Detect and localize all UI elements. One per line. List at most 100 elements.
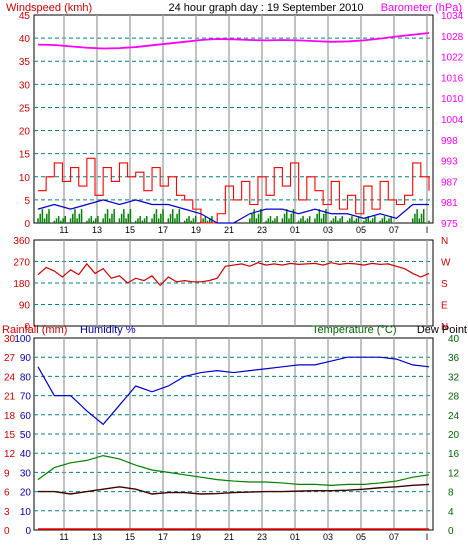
- temp-y-tick: 36: [448, 353, 460, 364]
- wind-y-tick: 35: [19, 57, 31, 68]
- x-tick-label: 17: [158, 532, 168, 542]
- dir-y-tick: 90: [19, 301, 31, 312]
- humidity-y-tick: 60: [20, 411, 32, 422]
- x-tick-label: 07: [389, 225, 399, 235]
- baro-y-tick: 1004: [441, 115, 464, 126]
- baro-y-tick: 1016: [441, 73, 464, 84]
- x-tick-label: 13: [92, 532, 102, 542]
- x-tick-label: 13: [92, 225, 102, 235]
- rain-y-tick: 3: [4, 507, 10, 518]
- dir-compass-label: W: [441, 258, 451, 269]
- humidity-y-tick: 50: [20, 430, 32, 441]
- x-tick-label: I: [426, 532, 429, 542]
- temp-y-tick: 0: [448, 526, 454, 537]
- dir-compass-label: E: [441, 301, 448, 312]
- temp-y-tick: 12: [448, 468, 460, 479]
- rain-y-tick: 27: [4, 353, 16, 364]
- temperature-line: [37, 454, 430, 486]
- temp-y-tick: 24: [448, 411, 460, 422]
- average-wind-line: [37, 199, 429, 224]
- x-tick-label: 03: [323, 532, 333, 542]
- wind-y-tick: 30: [19, 80, 31, 91]
- wind-y-tick: 10: [19, 173, 31, 184]
- wind-y-tick: 5: [24, 196, 30, 207]
- graph-title: 24 hour graph day : 19 September 2010: [168, 2, 363, 14]
- humidity-y-tick: 90: [20, 353, 32, 364]
- gust-line: [38, 157, 430, 224]
- humidity-y-tick: 20: [20, 488, 32, 499]
- x-tick-label: 05: [356, 225, 366, 235]
- temp-y-tick: 20: [448, 430, 460, 441]
- temp-y-tick: 32: [448, 372, 460, 383]
- x-tick-label: 21: [224, 225, 234, 235]
- rain-y-tick: 21: [4, 392, 16, 403]
- x-tick-label: 21: [224, 532, 234, 542]
- temp-y-tick: 4: [448, 507, 454, 518]
- x-tick-label: 05: [356, 532, 366, 542]
- series-layer: [37, 32, 430, 530]
- rain-y-tick: 6: [4, 488, 10, 499]
- rain-y-tick: 15: [4, 430, 16, 441]
- temp-y-tick: 8: [448, 488, 454, 499]
- humidity-y-tick: 100: [14, 334, 31, 345]
- labels-layer: 11 13 15 17 19 21 23 01 03 05 07 I11 13 15 17 19 21 23 01 0…: [4, 11, 464, 542]
- dewpoint-line: [38, 483, 430, 495]
- humidity-y-tick: 70: [20, 392, 32, 403]
- dir-y-tick: 180: [13, 279, 30, 290]
- wind-direction-line: [37, 262, 430, 287]
- baro-y-tick: 975: [441, 219, 458, 230]
- x-tick-label: 17: [158, 225, 168, 235]
- rain-y-tick: 12: [4, 449, 16, 460]
- baro-y-tick: 993: [441, 157, 458, 168]
- x-tick-label: I: [426, 225, 429, 235]
- humidity-label: Humidity %: [80, 324, 136, 336]
- humidity-y-tick: 30: [20, 468, 32, 479]
- baro-y-tick: 1022: [441, 53, 464, 64]
- x-tick-label: 11: [59, 225, 68, 235]
- temp-y-tick: 40: [448, 334, 460, 345]
- rain-y-tick: 0: [4, 526, 10, 537]
- humidity-y-tick: 40: [20, 449, 32, 460]
- dir-compass-label: S: [441, 279, 448, 290]
- barometer-line: [37, 32, 430, 50]
- temp-y-tick: 16: [448, 449, 460, 460]
- temperature-label: Temperature (°C): [312, 324, 396, 336]
- x-tick-label: 03: [323, 225, 333, 235]
- windspeed-title: Windspeed (kmh): [6, 2, 92, 14]
- rainfall-label: Rainfall (mm): [2, 324, 67, 336]
- wind-y-tick: 40: [19, 34, 31, 45]
- baro-y-tick: 981: [441, 198, 458, 209]
- wind-y-tick: 45: [19, 11, 31, 22]
- baro-y-tick: 1010: [441, 94, 464, 105]
- wind-y-tick: 25: [19, 103, 31, 114]
- rain-y-tick: 30: [4, 334, 16, 345]
- x-tick-label: 11: [59, 532, 68, 542]
- x-tick-label: 19: [191, 225, 201, 235]
- wind-y-tick: 15: [19, 150, 31, 161]
- dir-y-tick: 270: [13, 258, 30, 269]
- dir-compass-label: N: [441, 322, 448, 333]
- x-tick-label: 15: [125, 225, 135, 235]
- x-tick-label: 07: [389, 532, 399, 542]
- baro-y-tick: 1028: [441, 32, 464, 43]
- x-tick-label: 23: [257, 532, 267, 542]
- x-tick-label: 01: [290, 532, 300, 542]
- rain-y-tick: 9: [4, 468, 10, 479]
- grid-layer: [34, 15, 433, 530]
- barometer-title: Barometer (hPa): [381, 2, 462, 14]
- wind-y-tick: 0: [24, 219, 30, 230]
- humidity-line: [37, 356, 430, 426]
- x-tick-label: 23: [257, 225, 267, 235]
- dewpoint-label: Dew Point: [417, 324, 467, 336]
- baro-y-tick: 998: [441, 136, 458, 147]
- dir-y-tick: 360: [13, 236, 30, 247]
- x-tick-label: 01: [290, 225, 300, 235]
- humidity-y-tick: 10: [20, 507, 32, 518]
- wind-y-tick: 20: [19, 127, 31, 138]
- temp-y-tick: 28: [448, 392, 460, 403]
- dir-y-tick: 0: [24, 322, 30, 333]
- humidity-y-tick: 0: [25, 526, 31, 537]
- baro-y-tick: 1034: [441, 11, 464, 22]
- rain-y-tick: 24: [4, 372, 16, 383]
